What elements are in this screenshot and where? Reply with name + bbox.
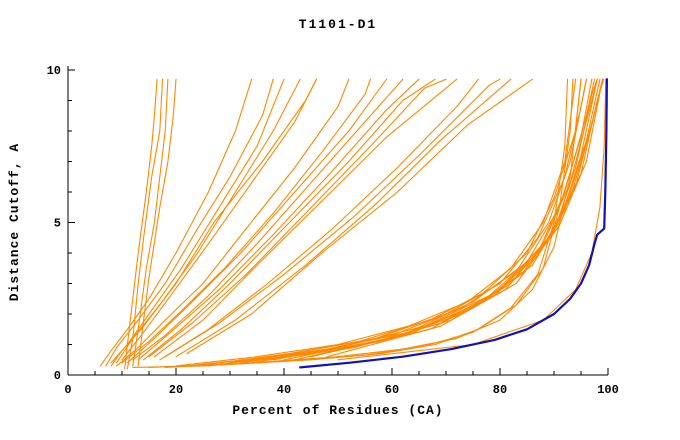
model-curve [197,78,587,367]
model-curve [148,78,574,368]
model-curve [164,78,582,368]
model-curve [121,78,317,361]
model-curve [121,78,371,364]
model-curve [124,78,158,370]
y-tick-label: 0 [54,369,61,383]
model-curve [159,78,479,361]
y-tick-label: 10 [47,64,61,78]
axes: 0 20 40 60 80 100 0 5 10 [47,64,619,397]
model-curve [137,78,420,361]
x-tick-label: 20 [169,383,183,397]
highlighted-model-curve [299,78,608,369]
model-curve [105,78,274,367]
series-lines [99,78,608,370]
model-curve [132,78,404,361]
model-curve [116,78,350,367]
model-curve [261,78,598,361]
model-curve [164,78,501,358]
chart-title: T1101-D1 [299,17,377,32]
model-curve [175,78,512,358]
x-tick-label: 80 [493,383,507,397]
model-curve [337,78,607,361]
y-tick-label: 5 [54,217,61,231]
model-curve [186,78,533,355]
model-curve [143,78,436,361]
model-curve [132,78,569,368]
model-curve [137,78,177,367]
model-curve [110,78,317,367]
model-curve [148,78,447,358]
x-tick-label: 100 [597,383,619,397]
x-axis-label: Percent of Residues (CA) [232,403,443,418]
model-curve [110,78,285,364]
model-curve [326,78,604,358]
model-curve [153,78,458,358]
model-curve [99,78,253,367]
model-curve [126,78,388,364]
x-tick-label: 0 [64,383,71,397]
x-tick-label: 40 [277,383,291,397]
y-axis-label: Distance Cutoff, A [7,143,22,301]
model-curve [229,78,596,364]
x-tick-label: 60 [385,383,399,397]
